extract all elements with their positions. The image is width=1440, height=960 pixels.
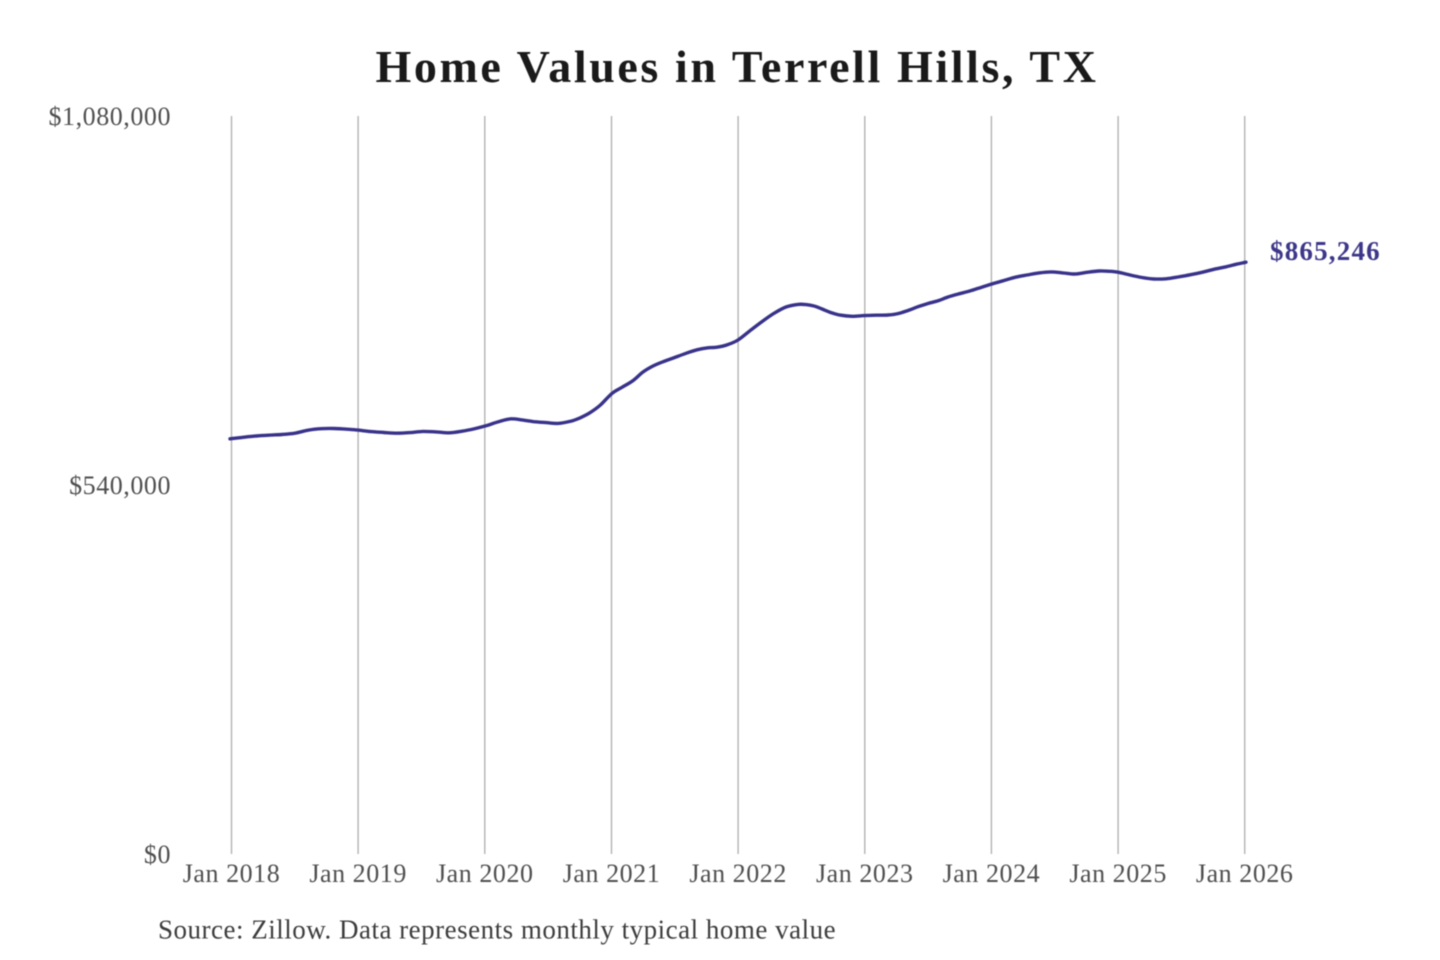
svg-text:Jan 2023: Jan 2023 bbox=[816, 859, 914, 888]
svg-text:Jan 2024: Jan 2024 bbox=[943, 859, 1041, 888]
svg-text:Source: Zillow. Data represent: Source: Zillow. Data represents monthly … bbox=[158, 915, 836, 945]
svg-text:$0: $0 bbox=[144, 840, 171, 869]
svg-text:Jan 2026: Jan 2026 bbox=[1196, 859, 1294, 888]
svg-text:$1,080,000: $1,080,000 bbox=[49, 102, 172, 131]
svg-text:Jan 2025: Jan 2025 bbox=[1069, 859, 1167, 888]
svg-text:Jan 2022: Jan 2022 bbox=[689, 859, 787, 888]
svg-text:$865,246: $865,246 bbox=[1270, 236, 1381, 266]
svg-text:Jan 2018: Jan 2018 bbox=[183, 859, 281, 888]
svg-text:Home Values in Terrell Hills,: Home Values in Terrell Hills, TX bbox=[375, 41, 1098, 92]
svg-text:$540,000: $540,000 bbox=[69, 471, 171, 500]
svg-text:Jan 2019: Jan 2019 bbox=[309, 859, 407, 888]
svg-text:Jan 2020: Jan 2020 bbox=[436, 859, 534, 888]
svg-text:Jan 2021: Jan 2021 bbox=[563, 859, 661, 888]
